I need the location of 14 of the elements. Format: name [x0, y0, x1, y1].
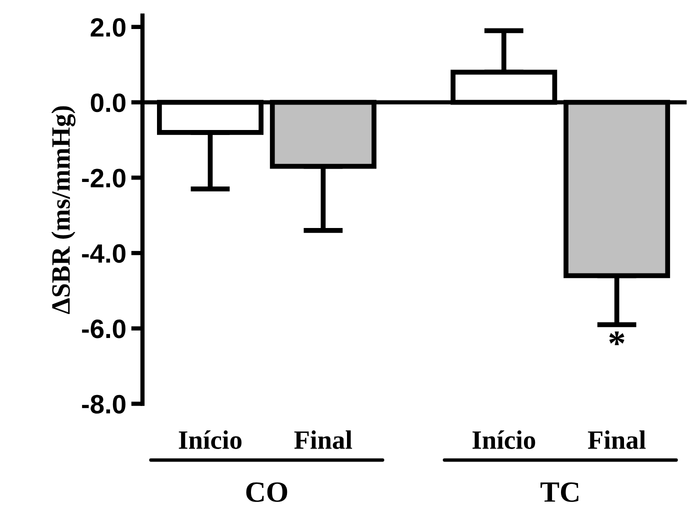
y-tick-label: -6.0 [82, 320, 126, 338]
x-tick-label: Final [588, 430, 646, 449]
x-tick-label: Início [472, 430, 536, 449]
annotation: * [609, 332, 624, 346]
x-tick-label: Final [294, 430, 352, 449]
y-tick-label: 0.0 [90, 93, 126, 112]
text: TC [540, 482, 578, 502]
y-tick-label: -8.0 [82, 394, 126, 414]
y-axis-title: ΔSBR (ms/mmHg) [51, 106, 76, 314]
y-tick-label: -2.0 [82, 168, 126, 188]
x-tick-label: Início [178, 430, 242, 449]
y-tick-label: -4.0 [82, 244, 126, 263]
y-tick-label: 2.0 [90, 18, 126, 37]
text: CO [246, 482, 288, 502]
